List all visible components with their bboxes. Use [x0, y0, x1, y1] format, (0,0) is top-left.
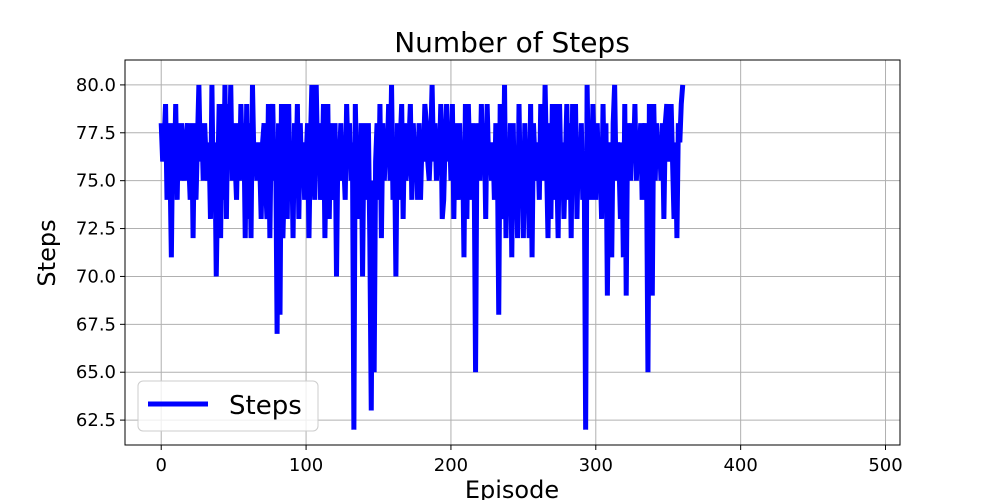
series-line-steps [158, 84, 686, 430]
y-axis-title: Steps [33, 219, 61, 286]
y-tick-label: 67.5 [76, 314, 116, 335]
y-tick-label: 65.0 [76, 362, 116, 383]
chart-title: Number of Steps [394, 26, 630, 59]
x-tick-label: 300 [579, 455, 613, 476]
legend: Steps [137, 380, 319, 432]
x-tick-label: 0 [155, 455, 166, 476]
series-layer [158, 84, 686, 430]
y-tick-label: 62.5 [76, 410, 116, 431]
x-tick-label: 400 [723, 455, 757, 476]
y-tick-label: 72.5 [76, 219, 116, 240]
legend-box [137, 380, 319, 432]
y-tick-label: 77.5 [76, 123, 116, 144]
x-tick-label: 500 [868, 455, 902, 476]
y-tick-label: 70.0 [76, 266, 116, 287]
legend-label-steps: Steps [229, 391, 302, 421]
x-tick-label: 200 [434, 455, 468, 476]
x-tick-label: 100 [289, 455, 323, 476]
plot-frame [124, 59, 901, 446]
y-tick-label: 80.0 [76, 75, 116, 96]
y-tick-label: 75.0 [76, 171, 116, 192]
x-axis-title: Episode [465, 476, 559, 500]
ticks: 0 100 200 300 400 500 62.5 65.0 67.5 70.0 72.5 75.0… [76, 75, 903, 476]
